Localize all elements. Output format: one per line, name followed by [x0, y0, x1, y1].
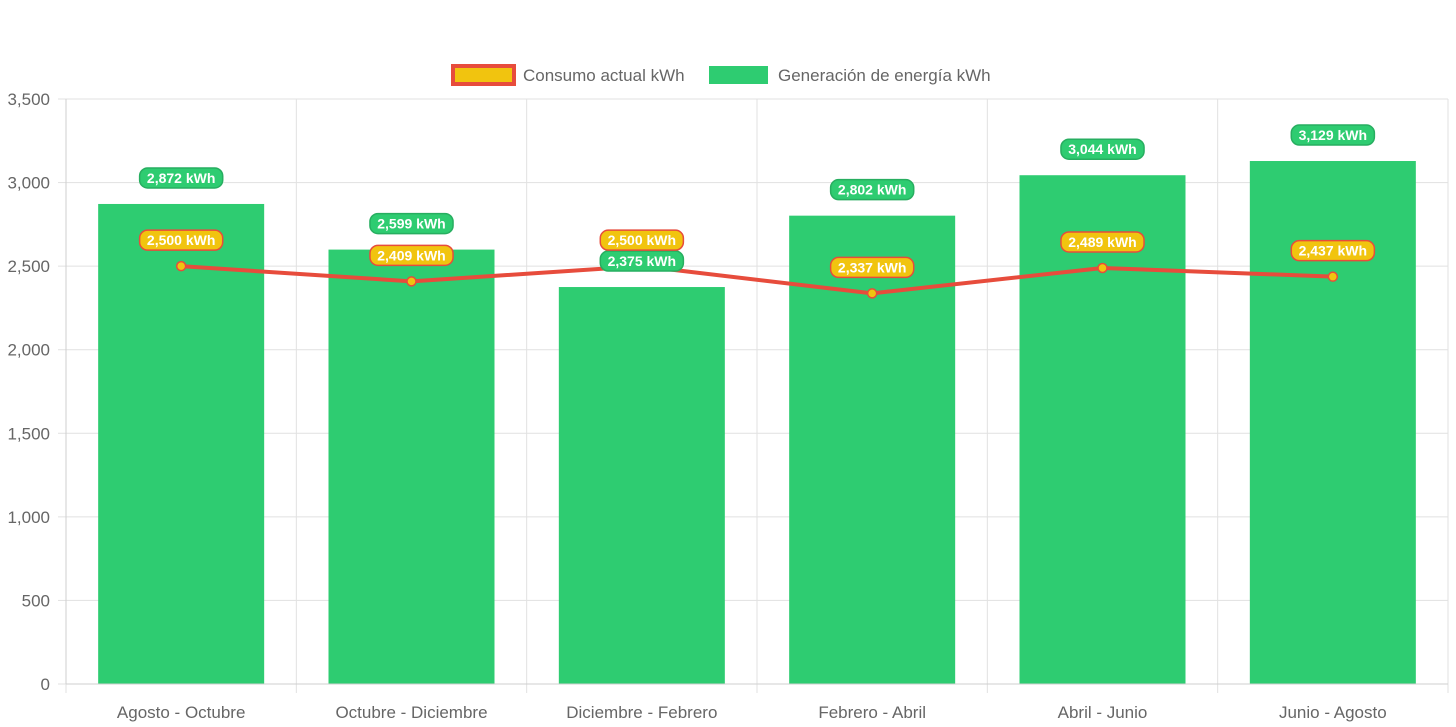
y-tick-label: 500 [22, 591, 50, 610]
x-tick-label: Junio - Agosto [1279, 703, 1387, 722]
consumo-line [181, 264, 1333, 296]
line-point[interactable] [866, 288, 878, 299]
bar-data-label: 3,044 kWh [1060, 138, 1145, 160]
legend-item-consumo[interactable]: Consumo actual kWh [451, 64, 685, 86]
bar-data-label-bg [599, 250, 685, 272]
bar[interactable] [98, 203, 265, 685]
line-data-label-bg [1060, 231, 1145, 253]
line-data-label: 2,500 kWh [138, 229, 224, 251]
bar[interactable] [1019, 175, 1186, 684]
legend-swatch-consumo [451, 64, 516, 86]
line-data-label-text: 2,500 kWh [608, 232, 676, 248]
data-labels: 2,872 kWh 2,599 kWh 2,375 kWh 2,802 kWh 3,04… [138, 124, 1376, 279]
bar-data-label-bg [829, 178, 915, 201]
bar-data-label-text: 2,375 kWh [608, 253, 676, 269]
legend-item-generacion[interactable]: Generación de energía kWh [709, 66, 991, 85]
bar-data-label: 2,802 kWh [829, 178, 915, 201]
bar-data-label-text: 3,044 kWh [1068, 141, 1136, 157]
axes: 0 500 1,000 1,500 2,000 2,500 3,000 3,500 Agosto… [7, 90, 1448, 722]
bar-data-label-text: 2,802 kWh [838, 182, 906, 198]
line-data-label-text: 2,489 kWh [1068, 234, 1136, 250]
bar-data-label-text: 2,599 kWh [377, 216, 445, 232]
legend-swatch-generacion [709, 66, 768, 84]
line-data-label: 2,500 kWh [599, 229, 685, 251]
bar-data-label-text: 3,129 kWh [1299, 127, 1367, 143]
bar-data-label: 3,129 kWh [1290, 124, 1376, 146]
bar-data-label: 2,375 kWh [599, 250, 685, 272]
line-data-label-bg [369, 244, 454, 267]
line-data-label-text: 2,409 kWh [377, 247, 445, 263]
y-tick-label: 1,000 [7, 508, 50, 527]
grid [58, 98, 1449, 693]
line-data-label-bg [138, 229, 224, 251]
bar[interactable] [328, 249, 495, 685]
x-tick-label: Abril - Junio [1058, 703, 1148, 722]
y-tick-label: 2,500 [7, 257, 50, 276]
bar[interactable] [558, 287, 725, 684]
bar-data-label-bg [369, 212, 454, 235]
bar-data-label: 2,599 kWh [369, 212, 454, 235]
bar-data-label-bg [1060, 138, 1145, 160]
line-data-label-text: 2,437 kWh [1299, 243, 1367, 259]
x-tick-label: Octubre - Diciembre [335, 703, 487, 722]
legend[interactable]: Consumo actual kWh Generación de energía … [451, 64, 991, 86]
bar-data-label-bg [138, 167, 224, 189]
line-point[interactable] [406, 276, 417, 287]
bar-data-label: 2,872 kWh [138, 167, 224, 189]
line-data-label-bg [1290, 239, 1376, 262]
line-data-label: 2,489 kWh [1060, 231, 1145, 253]
line-data-label: 2,409 kWh [369, 244, 454, 267]
line-data-label-bg [599, 229, 685, 251]
y-tick-label: 1,500 [7, 424, 50, 443]
line-point[interactable] [1327, 271, 1339, 282]
x-tick-label: Diciembre - Febrero [566, 703, 717, 722]
y-tick-label: 2,000 [7, 341, 50, 360]
legend-label-consumo: Consumo actual kWh [523, 66, 685, 85]
x-tick-label: Febrero - Abril [818, 703, 926, 722]
y-tick-label: 3,500 [7, 90, 50, 109]
line-data-label-text: 2,337 kWh [838, 259, 906, 275]
line-point[interactable] [175, 260, 187, 272]
y-tick-label: 3,000 [7, 174, 50, 193]
y-tick-label: 0 [41, 675, 50, 694]
line-point[interactable] [1097, 262, 1108, 274]
line-data-label: 2,337 kWh [829, 256, 915, 279]
bar-data-label-bg [1290, 124, 1376, 146]
bar[interactable] [1249, 161, 1416, 684]
bar-series-generacion [98, 161, 1416, 685]
x-tick-label: Agosto - Octubre [117, 703, 246, 722]
bar-data-label-text: 2,872 kWh [147, 170, 215, 186]
legend-label-generacion: Generación de energía kWh [778, 66, 991, 85]
line-data-label-bg [829, 256, 915, 279]
line-data-label-text: 2,500 kWh [147, 232, 215, 248]
line-data-label: 2,437 kWh [1290, 239, 1376, 262]
